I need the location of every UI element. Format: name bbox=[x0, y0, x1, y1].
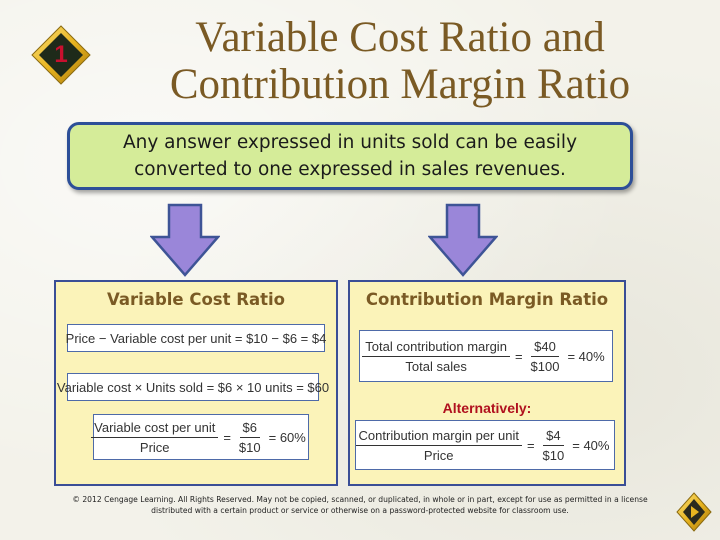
numerator: Variable cost per unit bbox=[91, 420, 219, 438]
fraction: $40 $100 bbox=[528, 339, 563, 374]
denominator: $100 bbox=[530, 358, 560, 374]
denominator: $10 bbox=[238, 439, 261, 455]
fraction: Contribution margin per unit Price bbox=[355, 428, 522, 463]
slide-number: 1 bbox=[54, 41, 68, 68]
denominator: Price bbox=[139, 439, 170, 455]
callout-line-2: converted to one expressed in sales reve… bbox=[134, 159, 566, 180]
panel-heading: Contribution Margin Ratio bbox=[365, 290, 609, 309]
equals-sign: = bbox=[514, 348, 523, 364]
equals-sign: = bbox=[526, 437, 535, 453]
equation-box: Variable cost × Units sold = $6 × 10 uni… bbox=[56, 373, 330, 401]
numerator: $4 bbox=[543, 428, 564, 446]
numerator: Contribution margin per unit bbox=[355, 428, 522, 446]
fraction: $4 $10 bbox=[540, 428, 568, 463]
numerator: $40 bbox=[531, 339, 559, 357]
equation-box: Total contribution margin Total sales = … bbox=[359, 330, 613, 382]
equation-box: Contribution margin per unit Price = $4 … bbox=[355, 420, 615, 470]
denominator: Price bbox=[423, 447, 454, 463]
numerator: Total contribution margin bbox=[362, 339, 510, 357]
slide-title: Variable Cost Ratio and Contribution Mar… bbox=[100, 14, 700, 108]
down-arrow-icon bbox=[428, 203, 498, 277]
equals-sign: = bbox=[223, 429, 231, 445]
result: = 40% bbox=[567, 348, 605, 364]
fraction: Total contribution margin Total sales bbox=[362, 339, 510, 374]
title-line-2: Contribution Margin Ratio bbox=[169, 61, 631, 108]
equation-box: Price − Variable cost per unit = $10 − $… bbox=[65, 324, 327, 352]
alternatively-label: Alternatively: bbox=[442, 400, 532, 416]
numerator: $6 bbox=[239, 420, 260, 438]
copyright-line-1: © 2012 Cengage Learning. All Rights Rese… bbox=[72, 495, 648, 504]
equation-text: Variable cost × Units sold = $6 × 10 uni… bbox=[56, 379, 330, 395]
contribution-margin-ratio-panel: Contribution Margin Ratio Total contribu… bbox=[348, 280, 626, 486]
equation-box: Variable cost per unit Price = $6 $10 = … bbox=[91, 414, 309, 460]
panel-heading: Variable Cost Ratio bbox=[107, 290, 285, 309]
slide-number-badge: 1 bbox=[30, 24, 92, 86]
copyright-notice: © 2012 Cengage Learning. All Rights Rese… bbox=[50, 494, 670, 516]
result: = 40% bbox=[572, 437, 610, 453]
diamond-number-icon bbox=[31, 25, 91, 85]
callout-line-1: Any answer expressed in units sold can b… bbox=[122, 132, 578, 153]
diamond-nav-icon[interactable] bbox=[676, 492, 712, 532]
result: = 60% bbox=[268, 429, 306, 445]
copyright-line-2: distributed with a certain product or se… bbox=[151, 506, 569, 515]
fraction: $6 $10 bbox=[236, 420, 264, 455]
denominator: $10 bbox=[542, 447, 565, 463]
equation-text: Price − Variable cost per unit = $10 − $… bbox=[65, 330, 327, 346]
title-line-1: Variable Cost Ratio and bbox=[195, 14, 605, 61]
down-arrow-icon bbox=[150, 203, 220, 277]
variable-cost-ratio-panel: Variable Cost Ratio Price − Variable cos… bbox=[54, 280, 338, 486]
fraction: Variable cost per unit Price bbox=[91, 420, 219, 455]
callout-box: Any answer expressed in units sold can b… bbox=[67, 122, 633, 190]
denominator: Total sales bbox=[405, 358, 467, 374]
